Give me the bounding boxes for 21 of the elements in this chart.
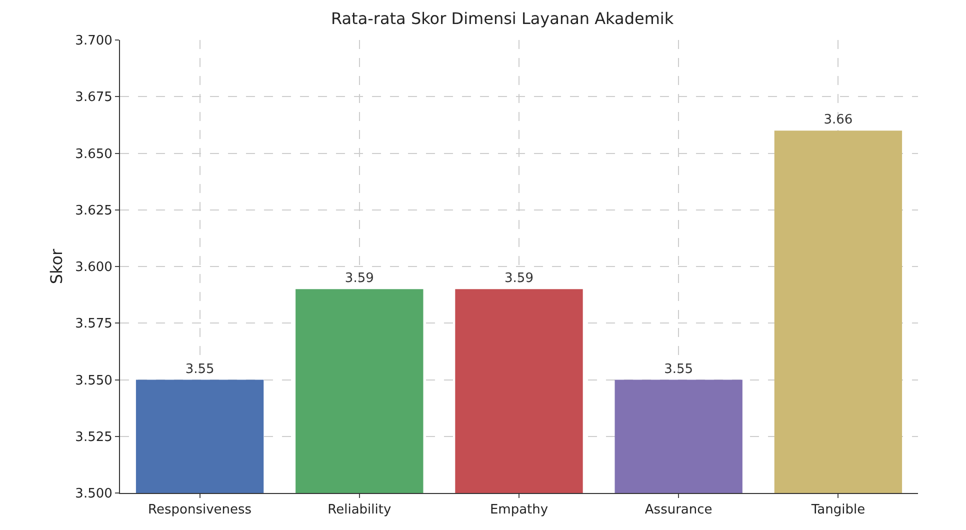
y-axis-title: Skor (47, 248, 66, 284)
y-tick-label: 3.525 (75, 430, 112, 445)
x-tick-label: Responsiveness (148, 502, 252, 518)
y-tick-label: 3.675 (75, 90, 112, 106)
data-label: 3.66 (824, 112, 853, 128)
data-label: 3.59 (504, 271, 534, 286)
data-label: 3.59 (344, 271, 374, 286)
x-tick-label: Reliability (328, 502, 392, 518)
data-label: 3.55 (664, 362, 694, 377)
y-tick-label: 3.600 (75, 260, 112, 276)
x-tick-label: Empathy (490, 502, 548, 518)
y-tick-label: 3.700 (75, 34, 112, 49)
y-tick-label: 3.500 (75, 486, 112, 502)
data-label: 3.55 (185, 362, 214, 377)
y-tick-label: 3.575 (75, 316, 112, 332)
chart-title: Rata-rata Skor Dimensi Layanan Akademik (330, 9, 674, 28)
x-tick-label: Tangible (810, 502, 866, 518)
y-tick-label: 3.650 (75, 146, 112, 162)
y-tick-label: 3.625 (75, 203, 112, 218)
x-tick-label: Assurance (644, 502, 712, 518)
y-tick-label: 3.550 (75, 373, 112, 388)
